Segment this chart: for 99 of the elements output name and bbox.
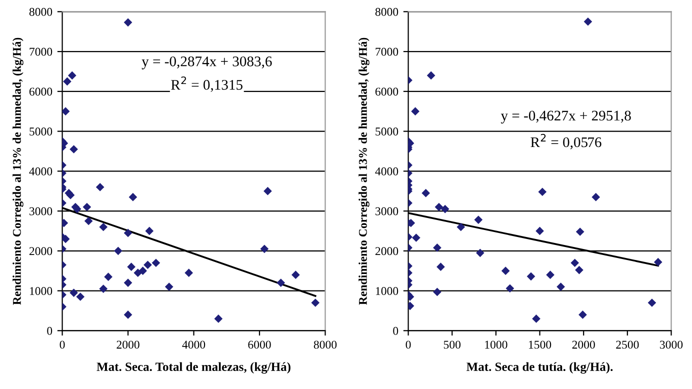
- x-tick-label: 500: [444, 340, 461, 349]
- x-tick-label: 0: [60, 340, 65, 349]
- point: [526, 272, 536, 281]
- point: [62, 234, 70, 244]
- point: [82, 202, 92, 212]
- y-tick-label: 8000: [29, 8, 52, 16]
- point: [63, 77, 72, 86]
- y-tick-label: 5000: [376, 128, 398, 136]
- point: [124, 18, 132, 27]
- annotation: R$^{2}$ = 0,1315: [171, 76, 242, 92]
- point: [127, 262, 136, 272]
- point: [411, 107, 420, 116]
- y-tick-label: 4000: [375, 167, 398, 176]
- x-tick-label: 1000: [485, 340, 508, 349]
- y-tick-label: 1000: [30, 287, 52, 295]
- x-tick-label: 0: [406, 340, 411, 349]
- point: [260, 244, 269, 254]
- y-tick-label: 8000: [375, 8, 398, 16]
- point: [575, 266, 584, 274]
- point: [124, 228, 132, 238]
- point: [578, 310, 587, 319]
- point: [68, 71, 76, 80]
- x-axis-title: Mat. Seca de tutía. (kg/Há).: [466, 362, 613, 374]
- point: [62, 107, 70, 116]
- point: [152, 258, 160, 268]
- x-tick-label: 2500: [616, 340, 639, 349]
- x-tick-label: 8000: [314, 340, 337, 349]
- point: [440, 204, 450, 214]
- point: [164, 282, 174, 291]
- point: [433, 288, 442, 296]
- y-tick-label: 5000: [30, 128, 52, 136]
- annotation: y = -0,4627x + 2951,8: [500, 110, 631, 124]
- point: [214, 314, 223, 323]
- y-tick-label: 6000: [375, 88, 398, 96]
- point: [576, 228, 584, 236]
- annotation: y = -0,2874x + 3083,6: [142, 56, 272, 70]
- x-tick-label: 1500: [528, 340, 552, 349]
- point: [408, 218, 416, 228]
- point: [184, 268, 193, 277]
- point: [556, 282, 565, 291]
- point: [648, 298, 656, 307]
- x-tick-label: 2000: [116, 340, 140, 349]
- point: [434, 202, 444, 212]
- point: [538, 188, 547, 196]
- point: [99, 284, 108, 293]
- y-axis-title: Rendimiento Corregido al 13% de humedad, (kg/Há): [12, 38, 24, 305]
- y-tick-label: 7000: [376, 48, 398, 56]
- point: [114, 246, 122, 256]
- point: [99, 222, 108, 232]
- point: [536, 226, 544, 236]
- point: [145, 226, 154, 236]
- x-tick-label: 6000: [248, 340, 271, 349]
- y-tick-label: 0: [47, 326, 52, 335]
- y-tick-label: 3000: [376, 207, 398, 216]
- point: [570, 258, 579, 268]
- y-tick-label: 1000: [376, 287, 398, 295]
- point: [128, 192, 138, 202]
- point: [501, 266, 510, 276]
- point: [433, 244, 442, 252]
- x-tick-label: 3000: [660, 340, 683, 349]
- point: [476, 248, 484, 258]
- y-tick-label: 0: [393, 326, 398, 335]
- point: [426, 71, 436, 80]
- point: [546, 270, 554, 279]
- annotation: R$^{2}$ = 0,0576: [530, 134, 602, 150]
- y-tick-label: 6000: [29, 88, 52, 96]
- point: [276, 278, 286, 287]
- point: [138, 266, 147, 276]
- point: [412, 234, 420, 242]
- point: [84, 216, 93, 226]
- point: [76, 292, 85, 301]
- point: [264, 186, 272, 196]
- x-tick-label: 4000: [182, 340, 206, 349]
- point: [70, 288, 78, 297]
- y-tick-label: 4000: [29, 167, 52, 176]
- point: [584, 17, 592, 26]
- point: [96, 182, 104, 192]
- point: [474, 216, 483, 224]
- x-axis-title: Mat. Seca. Total de malezas, (kg/Há): [96, 362, 290, 374]
- point: [532, 314, 540, 323]
- point: [506, 284, 514, 293]
- point: [124, 278, 132, 287]
- y-tick-label: 7000: [30, 48, 52, 56]
- x-tick-label: 2000: [572, 340, 595, 349]
- y-tick-label: 2000: [375, 247, 398, 256]
- y-tick-label: 3000: [30, 207, 52, 216]
- point: [70, 145, 78, 154]
- point: [422, 188, 430, 198]
- point: [592, 192, 600, 202]
- point: [291, 270, 300, 279]
- point: [436, 262, 445, 272]
- point: [654, 258, 662, 266]
- point: [144, 260, 152, 270]
- y-tick-label: 2000: [29, 247, 52, 256]
- y-axis-title: Rendimiento Corregido al 13% de humedad, (kg/Há): [358, 38, 370, 305]
- point: [104, 272, 112, 281]
- point: [311, 298, 320, 307]
- point: [456, 222, 466, 232]
- point: [124, 310, 132, 319]
